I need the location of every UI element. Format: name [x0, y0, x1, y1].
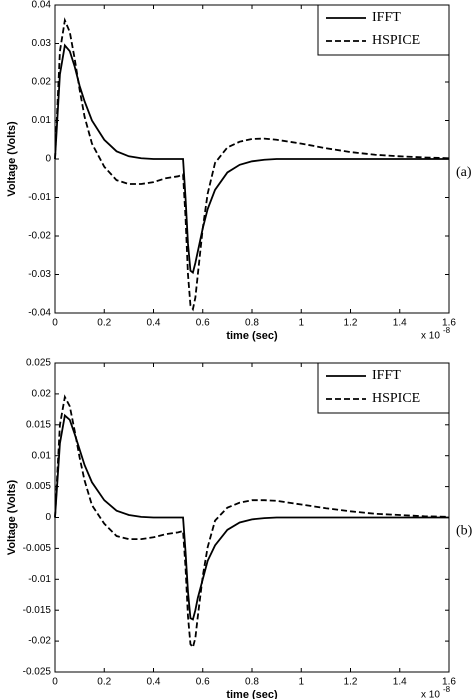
legend-label: IFFT: [372, 10, 401, 25]
y-tick-label: 0.015: [26, 419, 51, 430]
y-axis-label: Voltage (Volts): [6, 479, 18, 555]
x-tick-label: 1.4: [393, 318, 407, 329]
subplot: -0.025 -0.02 -0.015 -0.01 -0.005 0 0.005 0.01 0.…: [6, 358, 473, 699]
x-tick-label: 0.4: [147, 677, 161, 688]
x-multiplier: x 10: [421, 690, 440, 699]
data-line: [54, 17, 450, 312]
x-tick-label: 0: [52, 318, 58, 329]
y-tick-label: 0.005: [26, 481, 51, 492]
legend-box: [317, 362, 450, 414]
x-tick-label: 1: [298, 677, 304, 688]
x-exponent: -8: [443, 326, 451, 335]
data-line: [54, 394, 450, 650]
x-exponent: -8: [443, 685, 451, 694]
x-tick-label: 1.4: [393, 677, 407, 688]
x-tick-label: 1: [298, 318, 304, 329]
x-tick-label: 0: [52, 677, 58, 688]
y-tick-label: 0.02: [32, 77, 52, 88]
legend-box: [317, 4, 450, 56]
x-multiplier: x 10: [421, 331, 440, 342]
y-tick-label: 0.04: [32, 0, 52, 11]
y-tick-label: 0.025: [26, 358, 51, 369]
y-tick-label: 0: [45, 154, 51, 165]
y-tick-label: -0.02: [28, 636, 51, 647]
x-tick-label: 0.8: [245, 318, 259, 329]
data-line: [54, 43, 449, 275]
y-tick-label: -0.03: [28, 269, 51, 280]
x-tick-label: 0.6: [196, 677, 210, 688]
x-axis-label: time (sec): [226, 330, 278, 342]
legend-label: HSPICE: [372, 391, 420, 406]
x-tick-label: 1.2: [344, 677, 358, 688]
y-tick-label: 0.01: [32, 115, 52, 126]
legend-label: IFFT: [372, 368, 401, 383]
legend-label: HSPICE: [372, 33, 420, 48]
x-tick-label: 0.6: [196, 318, 210, 329]
subplot: -0.04 -0.03 -0.02 -0.01 0 0.01 0.02 0.03 0.04 0 0.…: [6, 0, 472, 342]
panel-label: (a): [456, 165, 472, 180]
y-axis-label: Voltage (Volts): [6, 121, 18, 197]
y-tick-label: 0.03: [32, 38, 52, 49]
x-tick-label: 1.6: [442, 677, 456, 688]
y-tick-label: -0.015: [23, 605, 52, 616]
x-tick-label: 0.8: [245, 677, 259, 688]
x-tick-label: 1.6: [442, 318, 456, 329]
data-line: [54, 413, 449, 621]
y-tick-label: -0.02: [28, 231, 51, 242]
y-tick-label: -0.025: [23, 667, 52, 678]
y-tick-label: -0.01: [28, 574, 51, 585]
y-tick-label: 0: [45, 512, 51, 523]
y-tick-label: -0.04: [28, 308, 51, 319]
x-tick-label: 0.4: [147, 318, 161, 329]
x-tick-label: 0.2: [97, 318, 111, 329]
x-tick-label: 0.2: [97, 677, 111, 688]
panel-label: (b): [456, 524, 473, 539]
x-tick-label: 1.2: [344, 318, 358, 329]
y-tick-label: 0.02: [32, 389, 52, 400]
y-tick-label: 0.01: [32, 450, 52, 461]
y-tick-label: -0.01: [28, 192, 51, 203]
y-tick-label: -0.005: [23, 543, 52, 554]
x-axis-label: time (sec): [226, 689, 278, 699]
